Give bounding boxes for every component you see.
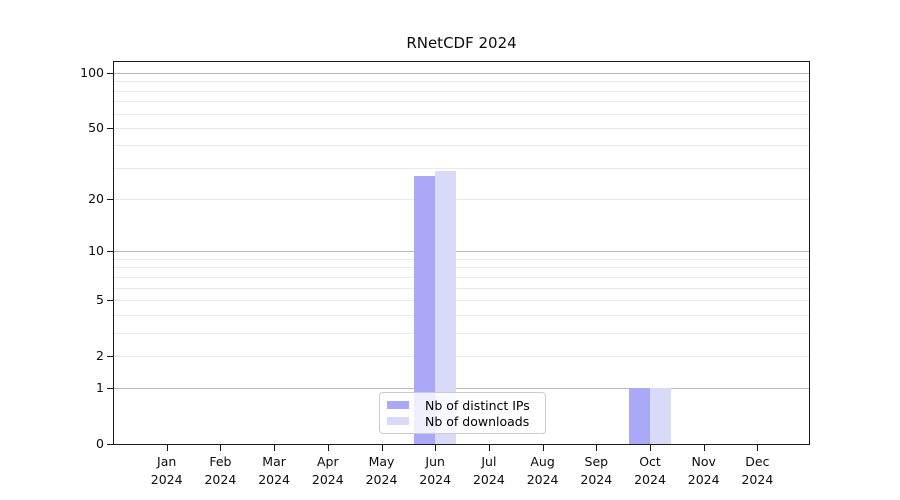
x-tick-month: Sep [584, 454, 609, 469]
x-tick-month: May [368, 454, 395, 469]
x-tick-year: 2024 [365, 472, 398, 488]
gridline-minor [114, 81, 809, 83]
y-tick-mark [107, 299, 113, 301]
x-tick-year: 2024 [580, 472, 613, 488]
y-tick-mark [107, 355, 113, 357]
y-tick-label: 50 [88, 119, 104, 135]
bar-distinct-ips [629, 388, 650, 444]
gridline-minor [114, 276, 809, 278]
x-tick-mark [435, 445, 437, 451]
chart-title: RNetCDF 2024 [406, 34, 517, 52]
x-tick-mark [703, 445, 705, 451]
x-tick-label: Sep 2024 [561, 453, 631, 489]
x-tick-year: 2024 [687, 472, 720, 488]
x-tick-month: Oct [639, 454, 661, 469]
x-tick-mark [166, 445, 168, 451]
x-tick-label: May 2024 [347, 453, 417, 489]
legend-item: Nb of downloads [387, 413, 537, 429]
y-tick-label: 20 [88, 191, 104, 206]
x-tick-label: Dec 2024 [722, 453, 792, 489]
x-tick-mark [327, 445, 329, 451]
bar-downloads [650, 388, 671, 444]
legend-label: Nb of downloads [425, 413, 530, 429]
gridline-minor [114, 332, 809, 334]
x-tick-label: Aug 2024 [508, 453, 578, 489]
gridline-minor [114, 145, 809, 147]
x-tick-mark [381, 445, 383, 451]
x-tick-year: 2024 [311, 472, 344, 488]
y-tick-mark [107, 251, 113, 253]
bar-distinct-ips [414, 176, 436, 444]
y-tick-mark [107, 388, 113, 390]
x-tick-month: Jan [157, 454, 177, 469]
x-tick-mark [220, 445, 222, 451]
legend-swatch-downloads [387, 417, 409, 425]
legend-item: Nb of distinct IPs [387, 397, 537, 413]
x-tick-label: Nov 2024 [669, 453, 739, 489]
x-tick-month: Dec [745, 454, 770, 469]
x-tick-year: 2024 [204, 472, 237, 488]
x-tick-mark [542, 445, 544, 451]
gridline-minor [114, 167, 809, 169]
y-tick-label: 1 [96, 380, 104, 396]
gridline-minor [114, 267, 809, 269]
x-tick-mark [488, 445, 490, 451]
gridline-decade [114, 388, 809, 390]
gridline-minor [114, 314, 809, 316]
plot-area: 0 1 2 5 10 20 50 100 Jan 2024 Feb 2024 Mar 2024 Apr 20… [80, 61, 810, 487]
x-tick-month: Aug [530, 454, 555, 469]
gridline-minor [114, 287, 809, 289]
x-tick-label: Jun 2024 [400, 453, 470, 489]
x-tick-mark [757, 445, 759, 451]
x-tick-month: Apr [316, 454, 339, 469]
y-tick-mark [107, 127, 113, 129]
x-tick-label: Jul 2024 [454, 453, 524, 489]
x-tick-mark [596, 445, 598, 451]
x-tick-mark [274, 445, 276, 451]
gridline-decade [114, 251, 809, 253]
gridline-minor [114, 355, 809, 357]
x-tick-year: 2024 [741, 472, 774, 488]
y-tick-label: 5 [96, 291, 104, 307]
x-tick-month: Jul [481, 454, 497, 469]
x-tick-year: 2024 [419, 472, 452, 488]
y-tick-label: 2 [96, 347, 104, 363]
gridline-minor [114, 299, 809, 301]
x-tick-month: Nov [691, 454, 716, 469]
legend-swatch-ips [387, 401, 409, 409]
x-tick-label: Jan 2024 [132, 453, 202, 489]
x-tick-year: 2024 [258, 472, 290, 488]
gridline-minor [114, 101, 809, 103]
x-tick-mark [650, 445, 651, 451]
y-tick-label: 10 [88, 242, 104, 258]
gridline-minor [114, 127, 809, 129]
gridline-minor [114, 90, 809, 92]
gridline-minor [114, 113, 809, 115]
y-tick-mark [107, 199, 113, 201]
y-tick-mark [107, 72, 113, 74]
gridline-minor [114, 199, 809, 201]
legend-label: Nb of distinct IPs [425, 397, 530, 413]
x-tick-year: 2024 [526, 472, 559, 488]
y-tick-label: 0 [96, 435, 104, 451]
y-tick-label: 100 [80, 64, 104, 80]
x-tick-year: 2024 [472, 472, 505, 488]
bar-downloads [435, 170, 457, 444]
gridline-minor [114, 258, 809, 260]
x-tick-month: Feb [209, 454, 232, 469]
legend: Nb of distinct IPs Nb of downloads [379, 392, 546, 434]
x-tick-label: Oct 2024 [615, 453, 685, 489]
x-tick-label: Apr 2024 [293, 453, 363, 489]
x-tick-label: Mar 2024 [239, 453, 309, 489]
gridline-decade [114, 72, 809, 74]
x-tick-year: 2024 [150, 472, 183, 488]
x-tick-year: 2024 [634, 472, 666, 488]
x-tick-month: Jun [425, 454, 445, 469]
y-tick-mark [107, 444, 113, 445]
x-tick-label: Feb 2024 [185, 453, 255, 489]
x-tick-month: Mar [262, 454, 286, 469]
